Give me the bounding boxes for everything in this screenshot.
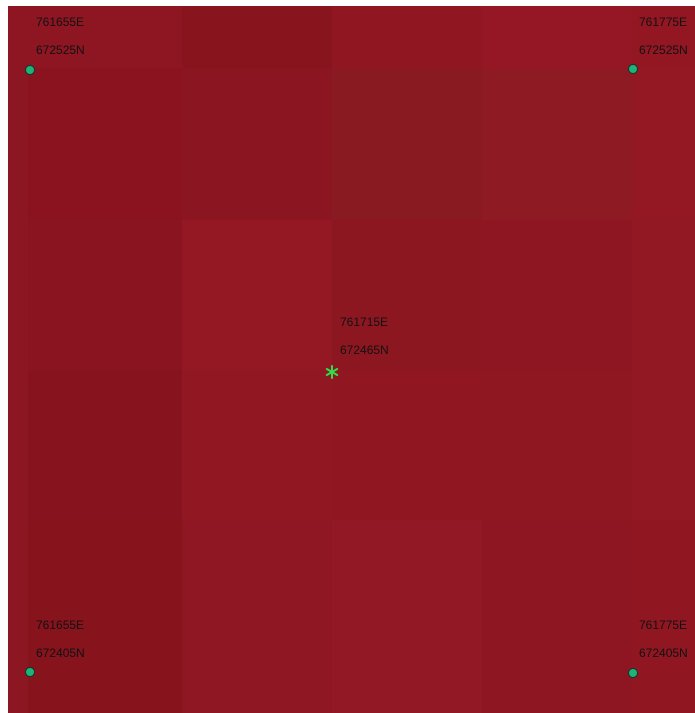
raster-tile xyxy=(482,520,632,713)
raster-tile xyxy=(182,6,332,68)
raster-tile xyxy=(332,68,482,220)
raster-tile xyxy=(28,68,182,220)
raster-tile xyxy=(482,68,632,220)
raster-tile xyxy=(182,520,332,713)
corner-northing-label-top-left: 672525N xyxy=(36,43,85,57)
corner-easting-label-top-left: 761655E xyxy=(36,15,85,29)
raster-tile xyxy=(182,220,332,370)
center-easting-label: 761715E xyxy=(340,315,389,329)
raster-tile xyxy=(482,370,632,520)
corner-marker-top-right[interactable] xyxy=(628,64,638,74)
raster-tile xyxy=(332,370,482,520)
raster-tile xyxy=(332,6,482,68)
raster-tile xyxy=(632,6,695,68)
corner-northing-label-bottom-left: 672405N xyxy=(36,646,85,660)
corner-marker-bottom-right[interactable] xyxy=(628,668,638,678)
raster-tile xyxy=(482,6,632,68)
raster-map[interactable]: 761655E 672525N 761775E 672525N 761715E … xyxy=(8,6,695,713)
raster-tile xyxy=(8,68,28,713)
raster-tile xyxy=(332,520,482,713)
corner-northing-label-bottom-right: 672405N xyxy=(639,646,688,660)
raster-tile xyxy=(28,520,182,713)
corner-easting-label-bottom-right: 761775E xyxy=(639,618,688,632)
raster-tile xyxy=(28,370,182,520)
center-point-star-icon[interactable] xyxy=(324,364,340,380)
raster-tile xyxy=(632,220,695,370)
corner-easting-label-top-right: 761775E xyxy=(639,15,688,29)
corner-easting-label-bottom-left: 761655E xyxy=(36,618,85,632)
raster-tile xyxy=(632,520,695,713)
raster-tile xyxy=(332,220,482,370)
raster-tile xyxy=(632,370,695,520)
corner-marker-bottom-left[interactable] xyxy=(25,667,35,677)
corner-marker-top-left[interactable] xyxy=(25,65,35,75)
center-northing-label: 672465N xyxy=(340,343,389,357)
raster-tile xyxy=(28,220,182,370)
raster-tile xyxy=(482,220,632,370)
raster-tile xyxy=(632,68,695,220)
corner-northing-label-top-right: 672525N xyxy=(639,43,688,57)
raster-tile xyxy=(8,6,182,68)
raster-tile xyxy=(182,68,332,220)
raster-tile xyxy=(182,370,332,520)
